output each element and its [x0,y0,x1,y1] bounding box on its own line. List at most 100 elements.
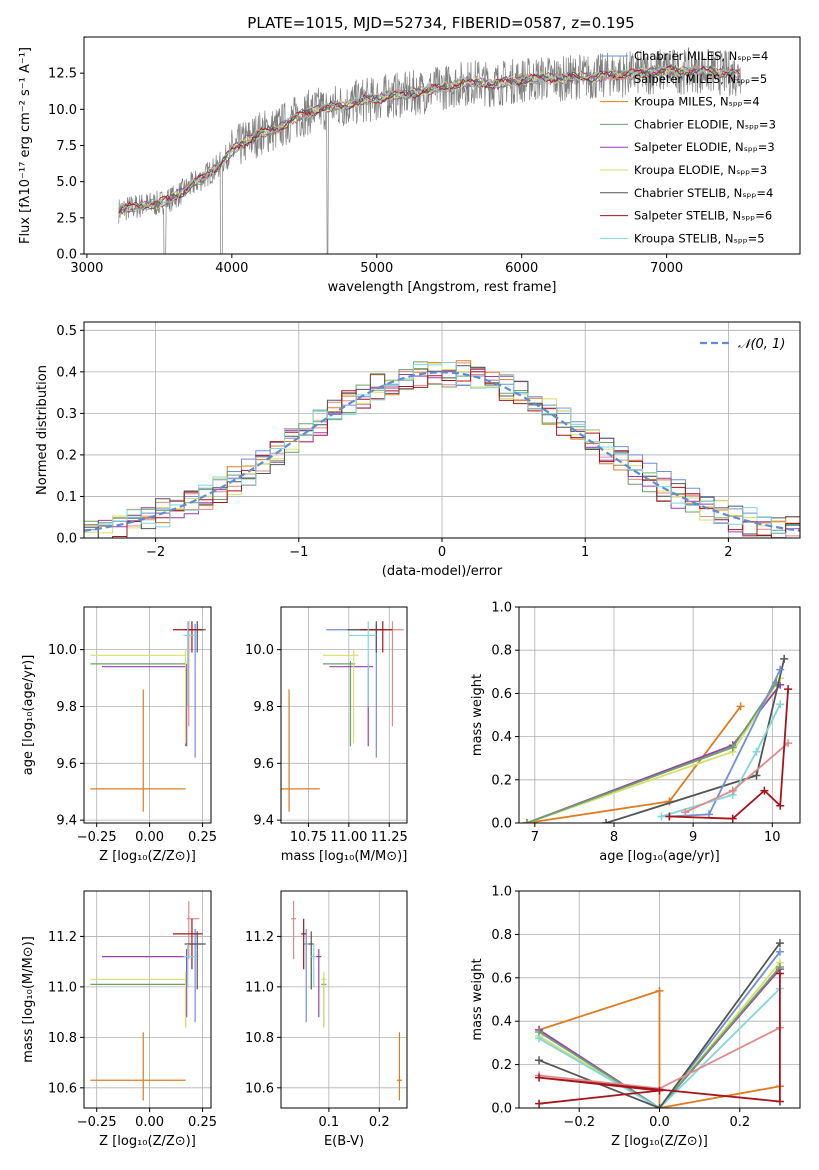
x-axis-label: E(B-V) [324,1134,364,1149]
y-tick-label: 9.8 [253,700,274,715]
y-tick-label: 1.0 [491,601,512,616]
weight-z-line-kroupa_elodie [538,962,781,1108]
x-tick-label: 6000 [505,261,538,276]
y-tick-label: 11.0 [48,980,77,995]
y-axis-label: Normed distribution [35,365,50,495]
weight-age-marker-kroupa_stelib [776,700,785,709]
spectrum-model-line-kroupa_stelib [118,65,740,212]
plot-area [118,47,741,254]
weight-age-line-chabrier_stelib [605,658,786,823]
y-tick-label: 12.5 [48,67,77,82]
x-tick-label: 10 [764,830,781,845]
x-tick-label: 0.0 [649,1115,670,1130]
weight-age-line-kroupa_miles [526,705,742,823]
plot-area [90,901,206,1101]
plot-area [281,621,404,812]
y-tick-label: 9.6 [56,757,77,772]
weight-z-line-kroupa_stelib [538,987,781,1108]
x-tick-label: 0 [438,545,446,560]
y-tick-label: 2.5 [56,211,77,226]
weight-age-marker-chabrier_miles [776,665,785,674]
x-tick-label: 5000 [360,261,393,276]
weight-z-marker-chabrier_stelib [775,939,784,948]
plot-area [90,621,206,812]
legend-entry: Salpeter STELIB, Nₛₚₚ=6 [634,209,772,223]
y-tick-label: 0.1 [56,490,77,505]
plot-area [535,939,784,1108]
axes-frame [280,606,408,824]
legend-entry: Chabrier ELODIE, Nₛₚₚ=3 [634,117,776,131]
weight-age-marker-salpeter_miles [728,786,737,795]
axes-frame [83,321,801,539]
weight-z-line-chabrier_stelib [538,942,781,1108]
histogram-chabrier_elodie [84,361,800,536]
y-tick-label: 0.2 [56,448,77,463]
y-tick-label: 11.2 [48,930,77,945]
y-tick-label: 10.8 [48,1031,77,1046]
figure-title: PLATE=1015, MJD=52734, FIBERID=0587, z=0… [247,14,634,32]
plot-spectrum: 3000 4000 5000 6000 7000 0.0 2.5 5.0 7.5 10.0 12.5… [18,36,801,295]
plot-residuals: −2 −1 0 1 2 0.0 0.1 0.2 0.3 0.4 0.5 (data-model)/er… [35,321,801,579]
plot-area [84,360,800,538]
x-tick-label: 0.1 [319,1115,340,1130]
y-tick-label: 10.0 [48,103,77,118]
x-tick-label: 1 [581,545,589,560]
weight-age-marker-salpeter_miles [681,808,690,817]
y-tick-label: 0.0 [491,1102,512,1117]
normal-curve [84,371,800,532]
y-tick-label: 0.6 [491,971,512,986]
y-axis-label: mass weight [470,958,485,1040]
legend-entry: Kroupa STELIB, Nₛₚₚ=5 [634,231,765,245]
x-tick-label: 0.2 [729,1115,750,1130]
weight-z-marker-kroupa_miles [655,986,664,995]
weight-age-marker-chabrier_elodie [728,743,737,752]
x-tick-label: 9 [689,830,697,845]
y-tick-label: 0.8 [491,928,512,943]
axes-frame [83,36,801,255]
weight-z-marker-chabrier_miles [775,947,784,956]
y-tick-label: 9.4 [253,814,274,829]
y-tick-label: 0.4 [491,730,512,745]
y-tick-label: 1.0 [491,885,512,900]
legend-entry: Chabrier STELIB, Nₛₚₚ=4 [634,186,773,200]
weight-age-marker-salpeter_stelib [760,786,769,795]
y-axis-label: mass [log₁₀(M/M⊙)] [21,936,36,1063]
x-tick-label: 0.00 [135,830,164,845]
x-tick-label: −1 [289,545,308,560]
y-tick-label: 11.0 [245,980,274,995]
axes-frame [280,890,408,1109]
weight-z-line-kroupa_miles [538,989,781,1108]
x-tick-label: −0.25 [77,830,117,845]
y-tick-label: 0.3 [56,407,77,422]
weight-z-marker-chabrier_stelib [535,1056,544,1065]
y-tick-label: 5.0 [56,175,77,190]
weight-z-marker-salpeter_stelib [775,1097,784,1106]
y-tick-label: 0.8 [491,644,512,659]
x-tick-label: 8 [610,830,618,845]
x-tick-label: −0.25 [77,1115,117,1130]
spectrum-data-line [118,47,741,254]
legend-entry-normal: 𝒩(0, 1) [738,337,785,352]
weight-age-marker-salpeter_stelib [784,685,793,694]
x-tick-label: 0.25 [188,830,217,845]
weight-age-marker-chabrier_stelib [602,819,611,823]
y-tick-label: 0.4 [491,1015,512,1030]
y-tick-label: 0.0 [491,817,512,832]
x-tick-label: −2 [146,545,165,560]
weight-z-line-chabrier_elodie [538,966,781,1108]
legend-entry: Kroupa ELODIE, Nₛₚₚ=3 [634,163,767,177]
y-tick-label: 0.4 [56,365,77,380]
plot-area [291,901,402,1101]
plot-age_vs_Z: −0.25 0.00 0.25 9.4 9.6 9.8 10.0 Z [log₁₀(Z/Z⊙)… [21,606,217,864]
weight-age-marker-salpeter_stelib [665,812,674,821]
x-axis-label: Z [log₁₀(Z/Z⊙)] [99,1134,196,1149]
x-tick-label: 7 [531,830,539,845]
y-tick-label: 0.0 [56,248,77,263]
x-axis-label: Z [log₁₀(Z/Z⊙)] [611,1134,708,1149]
weight-z-marker-salpeter_stelib [535,1099,544,1108]
y-tick-label: 10.6 [245,1081,274,1096]
plot-age_vs_mass: 10.75 11.00 11.25 9.4 9.6 9.8 10.0 mass [log₁₀(… [245,606,408,864]
legend-entry: Chabrier MILES, Nₛₚₚ=4 [634,49,768,63]
legend-entry: Kroupa MILES, Nₛₚₚ=4 [634,95,760,109]
